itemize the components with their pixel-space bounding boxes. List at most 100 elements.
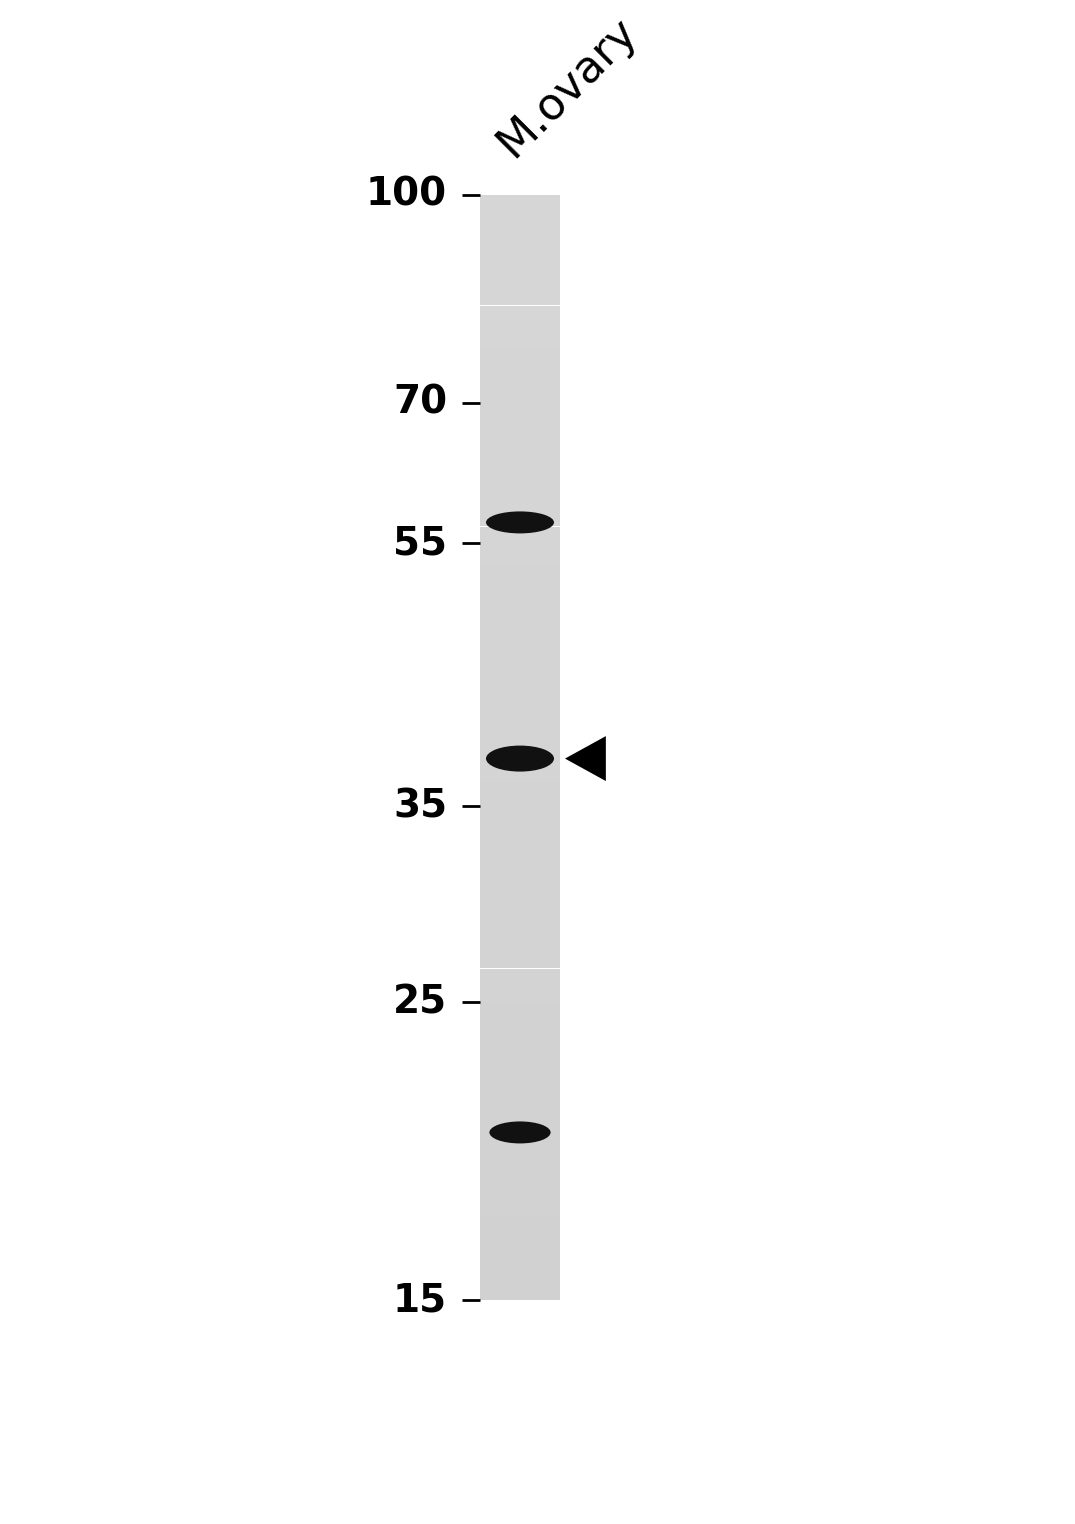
Bar	[481, 223, 560, 229]
Bar	[481, 1205, 560, 1212]
Bar	[481, 732, 560, 736]
Bar	[481, 437, 560, 443]
Bar	[481, 1173, 560, 1178]
Bar	[481, 791, 560, 797]
Bar	[481, 892, 560, 896]
Bar	[481, 719, 560, 725]
Bar	[481, 631, 560, 637]
Bar	[481, 460, 560, 466]
Bar	[481, 968, 560, 974]
Bar	[481, 896, 560, 902]
Bar	[481, 1129, 560, 1134]
Bar	[481, 776, 560, 780]
Bar	[481, 820, 560, 824]
Bar	[481, 1106, 560, 1113]
Bar	[481, 770, 560, 776]
Bar	[481, 1140, 560, 1146]
Bar	[481, 1134, 560, 1140]
Bar	[481, 311, 560, 317]
Bar	[481, 736, 560, 742]
Bar	[481, 637, 560, 643]
Bar	[481, 1161, 560, 1167]
Bar	[481, 1157, 560, 1161]
Bar	[481, 681, 560, 687]
Bar	[481, 372, 560, 378]
Bar	[481, 433, 560, 437]
Bar	[481, 715, 560, 719]
Bar	[481, 195, 560, 201]
Bar	[481, 1062, 560, 1068]
Bar	[481, 300, 560, 305]
Bar	[481, 576, 560, 582]
Bar	[481, 366, 560, 372]
Bar	[481, 1184, 560, 1190]
Bar	[481, 1289, 560, 1294]
Bar	[481, 1117, 560, 1123]
Bar	[481, 565, 560, 570]
Bar	[481, 511, 560, 515]
Bar	[481, 532, 560, 538]
Bar	[481, 1007, 560, 1013]
Bar	[481, 334, 560, 338]
Bar	[481, 555, 560, 559]
Bar	[481, 1273, 560, 1279]
Text: 35: 35	[392, 788, 447, 826]
Bar	[481, 521, 560, 526]
Bar	[481, 1245, 560, 1250]
Bar	[481, 245, 560, 250]
Bar	[481, 233, 560, 239]
Bar	[481, 803, 560, 808]
Bar	[481, 1079, 560, 1085]
Bar	[481, 416, 560, 422]
Bar	[481, 1262, 560, 1266]
Bar	[481, 963, 560, 968]
Bar	[481, 780, 560, 786]
Bar	[481, 206, 560, 212]
Bar	[481, 1058, 560, 1062]
Bar	[481, 1294, 560, 1300]
Bar	[481, 1013, 560, 1018]
Bar	[481, 1239, 560, 1245]
Bar	[481, 1201, 560, 1205]
Bar	[481, 570, 560, 576]
Bar	[481, 1222, 560, 1228]
Bar	[481, 549, 560, 555]
Bar	[481, 488, 560, 494]
Bar	[481, 869, 560, 875]
Bar	[481, 1035, 560, 1041]
Bar	[481, 835, 560, 841]
Bar	[481, 393, 560, 399]
Bar	[481, 824, 560, 831]
Bar	[481, 875, 560, 879]
Bar	[481, 786, 560, 791]
Bar	[481, 864, 560, 869]
Bar	[481, 957, 560, 963]
Bar	[481, 229, 560, 233]
Text: M.ovary: M.ovary	[489, 9, 646, 165]
Bar	[481, 936, 560, 940]
Bar	[481, 1146, 560, 1151]
Bar	[481, 614, 560, 620]
Bar	[481, 703, 560, 709]
Bar	[481, 1234, 560, 1239]
Bar	[481, 610, 560, 614]
Polygon shape	[565, 736, 606, 780]
Bar	[481, 991, 560, 997]
Bar	[481, 587, 560, 593]
Bar	[481, 322, 560, 328]
Bar	[481, 831, 560, 835]
Bar	[481, 201, 560, 206]
Bar	[481, 1256, 560, 1262]
Bar	[481, 1266, 560, 1273]
Bar	[481, 1167, 560, 1173]
Bar	[481, 753, 560, 759]
Bar	[481, 399, 560, 405]
Bar	[481, 405, 560, 410]
Bar	[481, 675, 560, 681]
Bar	[481, 1190, 560, 1195]
Bar	[481, 1045, 560, 1052]
Bar	[481, 494, 560, 498]
Bar	[481, 604, 560, 610]
Bar	[481, 599, 560, 604]
Bar	[481, 620, 560, 626]
